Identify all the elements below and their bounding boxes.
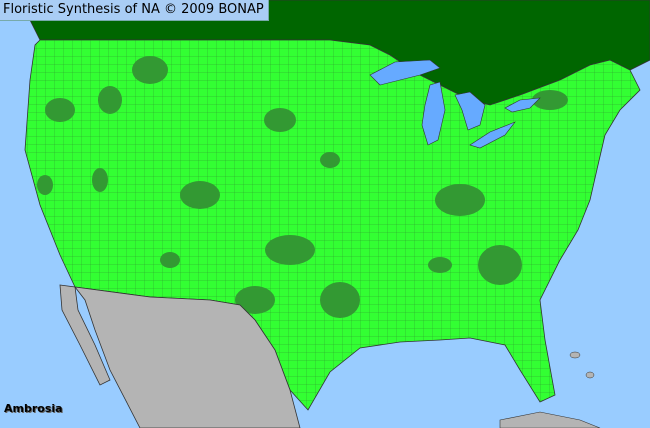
great-lakes (369, 59, 541, 149)
taxon-label: Ambrosia (4, 402, 63, 415)
mexico-region (74, 286, 301, 428)
bahamas (569, 351, 595, 379)
dark-county-patches (37, 56, 568, 318)
cuba (499, 411, 601, 428)
map-title: Floristic Synthesis of NA © 2009 BONAP (0, 0, 269, 21)
baja-peninsula (59, 284, 111, 386)
county-grid (25, 40, 640, 410)
